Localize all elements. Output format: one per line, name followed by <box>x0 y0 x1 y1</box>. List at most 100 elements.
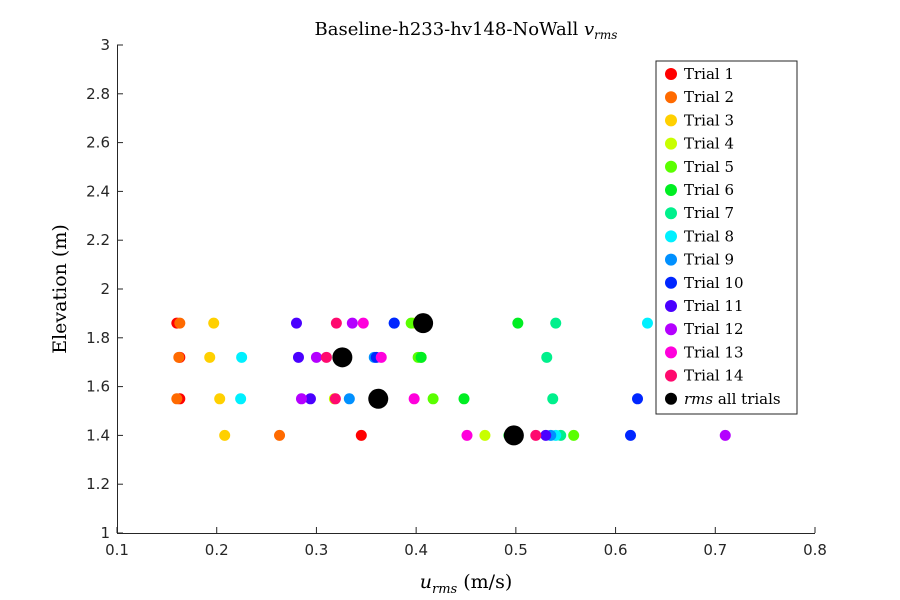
x-axis-label-text: (m/s) <box>463 571 512 593</box>
series-trial-5 <box>405 317 580 441</box>
legend-item: Trial 6 <box>665 181 734 199</box>
series-trial-3 <box>204 317 231 441</box>
legend-item: Trial 11 <box>665 297 744 315</box>
legend-box <box>655 60 798 415</box>
legend-label: rms all trials <box>684 390 781 408</box>
data-point <box>479 429 491 441</box>
data-point <box>568 429 580 441</box>
legend-label: Trial 14 <box>684 367 744 385</box>
x-axis-label: urms (m/s) <box>420 571 513 597</box>
legend-item: Trial 12 <box>665 320 744 338</box>
data-point <box>355 429 367 441</box>
y-tick-label: 3 <box>100 36 110 54</box>
data-point <box>274 429 286 441</box>
data-point <box>329 393 341 405</box>
series-trial-13 <box>357 317 473 441</box>
data-point <box>304 393 316 405</box>
legend-marker <box>665 91 677 104</box>
legend: Trial 1 Trial 2 Trial 3 Trial 4 Trial 5 Trial… <box>655 60 798 415</box>
y-tick-label: 1.8 <box>86 329 110 347</box>
data-point <box>235 393 247 405</box>
legend-label: Trial 5 <box>684 158 734 176</box>
legend-marker <box>665 230 677 243</box>
legend-label: Trial 9 <box>684 251 734 269</box>
legend-label-text: all trials <box>713 390 781 408</box>
x-tick-label: 0.1 <box>105 541 129 559</box>
legend-item: Trial 8 <box>665 227 734 245</box>
series-trial-1 <box>171 317 367 441</box>
legend-items: Trial 1 Trial 2 Trial 3 Trial 4 Trial 5 Trial… <box>665 65 781 408</box>
data-point <box>641 317 653 329</box>
y-tick-label: 2.2 <box>86 231 110 249</box>
legend-marker <box>665 184 677 196</box>
legend-marker <box>665 253 677 266</box>
data-point <box>295 393 307 405</box>
data-point <box>541 351 553 363</box>
data-point <box>458 393 470 405</box>
legend-label: Trial 4 <box>684 135 734 153</box>
series-trial-11 <box>290 317 552 441</box>
series-trial-7 <box>541 317 567 441</box>
series-trial-14 <box>320 317 542 441</box>
data-point <box>332 347 353 368</box>
legend-marker <box>665 160 677 173</box>
x-axis-label-math-sub: rms <box>432 582 458 597</box>
legend-item: Trial 14 <box>665 367 744 385</box>
series-trial-8 <box>235 317 653 441</box>
legend-marker <box>665 68 677 80</box>
data-point <box>461 429 473 441</box>
data-point <box>413 313 434 334</box>
data-point <box>173 351 185 363</box>
data-point <box>388 317 400 329</box>
axes: 0.1 0.2 0.3 0.4 0.5 0.6 0.7 0.8 1 1.2 1.4 1.6 1.8 2 2… <box>86 36 827 559</box>
y-tick-label: 2 <box>100 280 110 298</box>
chart-title-math-sub: rms <box>594 28 617 42</box>
legend-item: Trial 1 <box>665 65 734 83</box>
data-point <box>625 429 637 441</box>
legend-label: Trial 7 <box>684 204 734 222</box>
legend-marker <box>665 369 677 382</box>
legend-item: Trial 13 <box>665 343 744 361</box>
legend-item: Trial 9 <box>665 251 734 269</box>
legend-label: Trial 1 <box>684 65 734 83</box>
x-tick-label: 0.2 <box>205 541 229 559</box>
y-tick-label: 1.2 <box>86 475 110 493</box>
data-point <box>219 429 231 441</box>
legend-label: Trial 2 <box>684 88 734 106</box>
y-tick-label: 2.8 <box>86 85 110 103</box>
legend-marker <box>665 323 677 336</box>
legend-marker <box>665 300 677 312</box>
data-point <box>719 429 731 441</box>
x-ticks: 0.1 0.2 0.3 0.4 0.5 0.6 0.7 0.8 <box>105 527 827 559</box>
data-point <box>368 388 389 409</box>
y-tick-label: 1.4 <box>86 426 110 444</box>
legend-marker <box>665 114 677 127</box>
legend-label: Trial 12 <box>684 320 744 338</box>
data-point <box>320 351 332 363</box>
data-point <box>310 351 322 363</box>
legend-item: Trial 7 <box>665 204 734 222</box>
legend-item: rms all trials <box>665 390 781 408</box>
legend-marker <box>665 137 677 150</box>
legend-item: Trial 4 <box>665 135 734 153</box>
legend-label: Trial 8 <box>684 227 734 245</box>
x-tick-label: 0.5 <box>504 541 528 559</box>
y-axis-label: Elevation (m) <box>49 224 71 354</box>
chart-title: Baseline-h233-hv148-NoWall vrms <box>315 19 618 42</box>
series-trial-6 <box>415 317 524 441</box>
y-tick-label: 2.4 <box>86 182 110 200</box>
data-point <box>204 351 216 363</box>
legend-marker <box>665 392 677 405</box>
x-axis-label-math: u <box>420 571 432 593</box>
data-point <box>208 317 220 329</box>
data-point <box>357 317 369 329</box>
data-point <box>530 429 542 441</box>
data-point <box>512 317 524 329</box>
y-ticks: 1 1.2 1.4 1.6 1.8 2 2.2 2.4 2.6 2.8 3 <box>86 36 123 542</box>
series-trial-10 <box>370 317 644 441</box>
data-point <box>547 393 559 405</box>
data-point <box>174 317 186 329</box>
legend-marker <box>665 207 677 220</box>
legend-item: Trial 5 <box>665 158 734 176</box>
data-point <box>171 393 183 405</box>
